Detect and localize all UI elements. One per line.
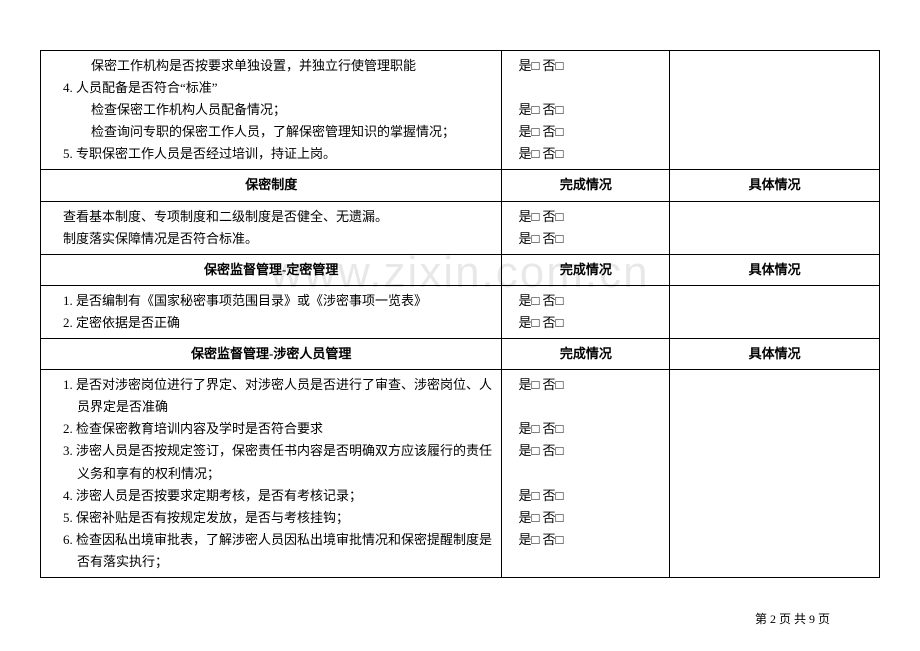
column-header-detail: 具体情况: [670, 254, 880, 285]
checklist-line: 检查保密工作机构人员配备情况；: [47, 99, 495, 121]
status-line: 是□ 否□: [508, 374, 663, 396]
checklist-line: 保密工作机构是否按要求单独设置，并独立行使管理职能: [47, 55, 495, 77]
desc-cell: 1. 是否对涉密岗位进行了界定、对涉密人员是否进行了审查、涉密岗位、人员界定是否…: [41, 370, 502, 578]
desc-cell: 查看基本制度、专项制度和二级制度是否健全、无遗漏。制度落实保障情况是否符合标准。: [41, 201, 502, 254]
checklist-line: 4. 人员配备是否符合“标准”: [47, 77, 495, 99]
detail-cell: [670, 201, 880, 254]
status-cell: 是□ 否□ 是□ 否□是□ 否□是□ 否□: [502, 51, 670, 170]
status-line: 是□ 否□: [508, 121, 663, 143]
checklist-line: 1. 是否对涉密岗位进行了界定、对涉密人员是否进行了审查、涉密岗位、人员界定是否…: [47, 374, 495, 418]
status-line: 是□ 否□: [508, 206, 663, 228]
checklist-line: 2. 检查保密教育培训内容及学时是否符合要求: [47, 418, 495, 440]
checklist-line: 6. 检查因私出境审批表，了解涉密人员因私出境审批情况和保密提醒制度是否有落实执…: [47, 529, 495, 573]
status-line: 是□ 否□: [508, 143, 663, 165]
checklist-line: 1. 是否编制有《国家秘密事项范围目录》或《涉密事项一览表》: [47, 290, 495, 312]
status-line: 是□ 否□: [508, 312, 663, 334]
desc-cell: 保密工作机构是否按要求单独设置，并独立行使管理职能4. 人员配备是否符合“标准”…: [41, 51, 502, 170]
status-line: 是□ 否□: [508, 55, 663, 77]
status-spacer: [508, 551, 663, 573]
section-header-title: 保密监督管理-涉密人员管理: [41, 339, 502, 370]
status-line: 是□ 否□: [508, 440, 663, 462]
status-spacer: [508, 463, 663, 485]
column-header-status: 完成情况: [502, 254, 670, 285]
column-header-status: 完成情况: [502, 339, 670, 370]
column-header-detail: 具体情况: [670, 170, 880, 201]
detail-cell: [670, 370, 880, 578]
checklist-line: 5. 保密补贴是否有按规定发放，是否与考核挂钩；: [47, 507, 495, 529]
page-footer: 第 2 页 共 9 页: [755, 610, 830, 627]
status-line: 是□ 否□: [508, 290, 663, 312]
column-header-status: 完成情况: [502, 170, 670, 201]
status-cell: 是□ 否□是□ 否□: [502, 201, 670, 254]
status-spacer: [508, 396, 663, 418]
status-cell: 是□ 否□ 是□ 否□是□ 否□ 是□ 否□是□ 否□是□ 否□: [502, 370, 670, 578]
status-line: 是□ 否□: [508, 228, 663, 250]
checklist-line: 4. 涉密人员是否按要求定期考核，是否有考核记录；: [47, 485, 495, 507]
desc-cell: 1. 是否编制有《国家秘密事项范围目录》或《涉密事项一览表》2. 定密依据是否正…: [41, 285, 502, 338]
status-line: [508, 77, 663, 99]
checklist-line: 制度落实保障情况是否符合标准。: [47, 228, 495, 250]
status-cell: 是□ 否□是□ 否□: [502, 285, 670, 338]
checklist-line: 2. 定密依据是否正确: [47, 312, 495, 334]
section-header-title: 保密制度: [41, 170, 502, 201]
checklist-table: 保密工作机构是否按要求单独设置，并独立行使管理职能4. 人员配备是否符合“标准”…: [40, 50, 880, 578]
checklist-line: 检查询问专职的保密工作人员，了解保密管理知识的掌握情况；: [47, 121, 495, 143]
checklist-line: 查看基本制度、专项制度和二级制度是否健全、无遗漏。: [47, 206, 495, 228]
status-line: 是□ 否□: [508, 418, 663, 440]
status-line: 是□ 否□: [508, 99, 663, 121]
detail-cell: [670, 51, 880, 170]
status-line: 是□ 否□: [508, 529, 663, 551]
detail-cell: [670, 285, 880, 338]
checklist-line: 5. 专职保密工作人员是否经过培训，持证上岗。: [47, 143, 495, 165]
status-line: 是□ 否□: [508, 485, 663, 507]
column-header-detail: 具体情况: [670, 339, 880, 370]
section-header-title: 保密监督管理-定密管理: [41, 254, 502, 285]
checklist-line: 3. 涉密人员是否按规定签订，保密责任书内容是否明确双方应该履行的责任义务和享有…: [47, 440, 495, 484]
status-line: 是□ 否□: [508, 507, 663, 529]
